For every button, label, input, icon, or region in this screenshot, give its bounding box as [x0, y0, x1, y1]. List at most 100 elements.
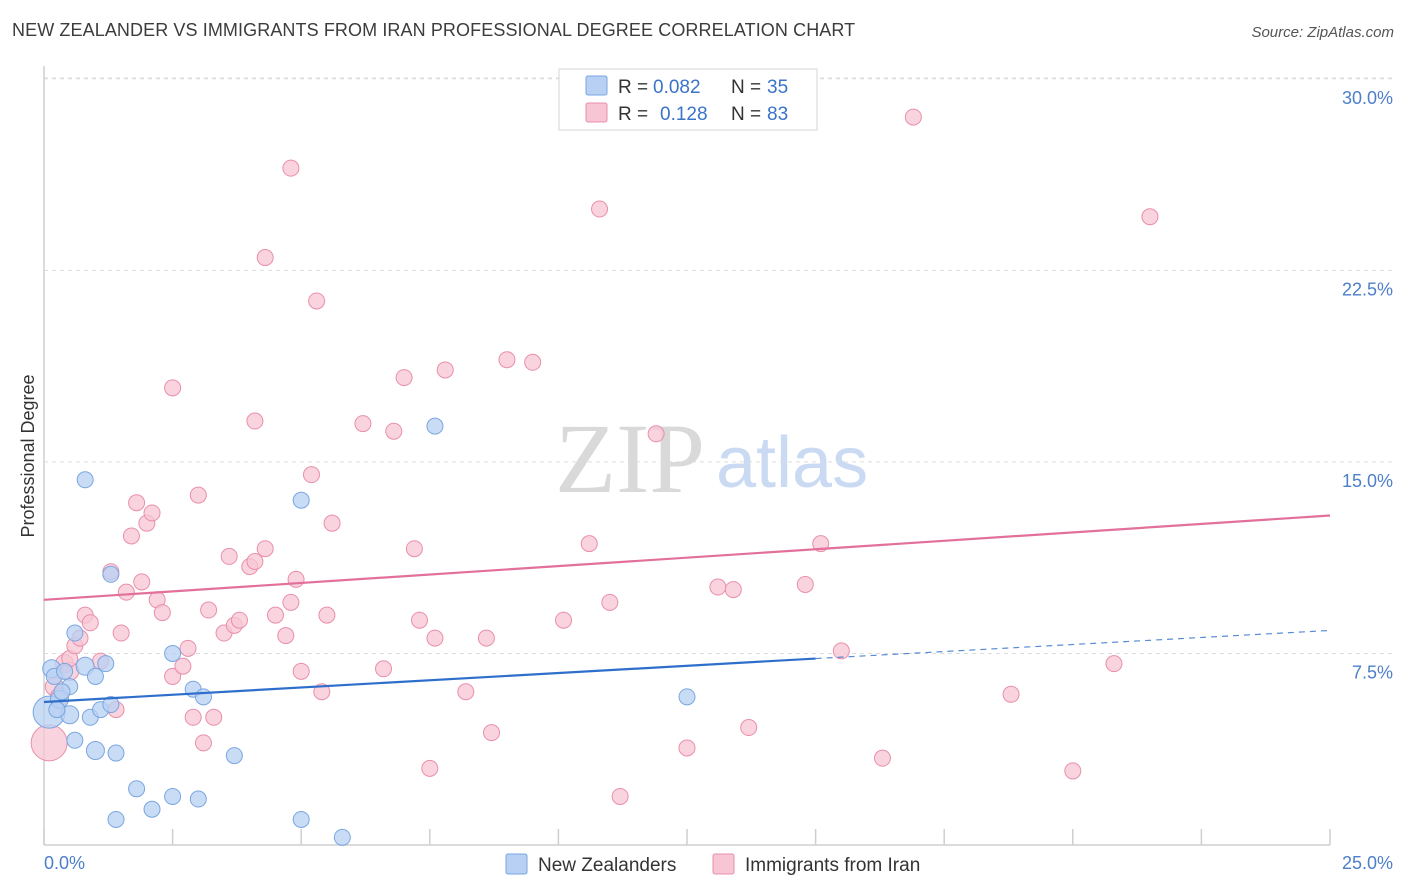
data-point-immigrants-from-iran — [385, 422, 403, 440]
series-new-zealanders-points — [32, 417, 696, 846]
trend-line-new-zealanders-extension — [815, 629, 1331, 660]
data-point-immigrants-from-iran — [1064, 762, 1082, 780]
data-point-new-zealanders — [678, 688, 696, 706]
data-point-immigrants-from-iran — [457, 683, 475, 701]
data-point-new-zealanders — [107, 810, 125, 828]
data-point-immigrants-from-iran — [246, 412, 264, 430]
data-point-immigrants-from-iran — [246, 552, 264, 570]
data-point-immigrants-from-iran — [122, 527, 140, 545]
data-point-immigrants-from-iran — [411, 611, 429, 629]
data-point-new-zealanders — [48, 701, 66, 719]
data-point-immigrants-from-iran — [426, 629, 444, 647]
data-point-immigrants-from-iran — [524, 353, 542, 371]
y-tick-labels: 7.5% 15.0% 22.5% 30.0% — [1342, 88, 1393, 683]
trend-lines — [43, 514, 1331, 704]
data-point-immigrants-from-iran — [904, 108, 922, 126]
data-point-immigrants-from-iran — [143, 504, 161, 522]
legend: R = 0.082 N = 35 R = 0.128 N = 83 — [558, 68, 818, 131]
data-point-new-zealanders — [66, 624, 84, 642]
data-point-immigrants-from-iran — [174, 657, 192, 675]
data-point-immigrants-from-iran — [282, 159, 300, 177]
data-point-immigrants-from-iran — [164, 667, 182, 685]
data-point-immigrants-from-iran — [647, 425, 665, 443]
data-point-immigrants-from-iran — [117, 583, 135, 601]
trend-line-new-zealanders — [43, 657, 816, 704]
data-point-immigrants-from-iran — [256, 249, 274, 267]
bottom-legend-label-new-zealanders: New Zealanders — [538, 855, 676, 876]
data-point-immigrants-from-iran — [128, 494, 146, 512]
data-point-immigrants-from-iran — [796, 575, 814, 593]
legend-swatch-new-zealanders — [585, 75, 608, 96]
legend-r-label-2: R = — [618, 104, 648, 125]
data-point-immigrants-from-iran — [184, 708, 202, 726]
data-point-immigrants-from-iran — [277, 627, 295, 645]
data-point-new-zealanders — [128, 780, 146, 798]
data-point-new-zealanders — [292, 810, 310, 828]
data-point-immigrants-from-iran — [30, 724, 68, 762]
data-point-new-zealanders — [107, 744, 125, 762]
data-point-new-zealanders — [102, 565, 120, 583]
watermark-atlas: atlas — [716, 423, 868, 503]
legend-n-value-1: 35 — [767, 77, 788, 98]
data-point-immigrants-from-iran — [292, 662, 310, 680]
bottom-legend-swatch-new-zealanders — [505, 853, 528, 875]
data-point-immigrants-from-iran — [436, 361, 454, 379]
data-point-immigrants-from-iran — [266, 606, 284, 624]
data-point-immigrants-from-iran — [477, 629, 495, 647]
series-immigrants-from-iran-points — [30, 108, 1159, 805]
data-point-new-zealanders — [86, 667, 104, 685]
data-point-immigrants-from-iran — [591, 200, 609, 218]
data-point-immigrants-from-iran — [611, 787, 629, 805]
data-point-new-zealanders — [189, 790, 207, 808]
bottom-legend-label-immigrants-from-iran: Immigrants from Iran — [745, 855, 920, 876]
bottom-legend: New Zealanders Immigrants from Iran — [505, 853, 920, 876]
data-point-immigrants-from-iran — [580, 535, 598, 553]
legend-r-value-1: 0.082 — [653, 77, 701, 98]
data-point-immigrants-from-iran — [81, 614, 99, 632]
data-point-new-zealanders — [143, 800, 161, 818]
data-point-immigrants-from-iran — [230, 611, 248, 629]
y-axis-title: Professional Degree — [18, 374, 38, 537]
data-point-immigrants-from-iran — [1141, 208, 1159, 226]
data-point-immigrants-from-iran — [308, 292, 326, 310]
data-point-new-zealanders — [426, 417, 444, 435]
data-point-immigrants-from-iran — [724, 581, 742, 599]
x-tick-label-max: 25.0% — [1342, 853, 1393, 873]
data-point-immigrants-from-iran — [179, 639, 197, 657]
data-point-new-zealanders — [333, 828, 351, 846]
y-tick-label: 7.5% — [1352, 662, 1393, 682]
data-point-immigrants-from-iran — [405, 540, 423, 558]
data-point-immigrants-from-iran — [282, 593, 300, 611]
data-point-immigrants-from-iran — [873, 749, 891, 767]
data-point-immigrants-from-iran — [354, 415, 372, 433]
legend-r-value-2: 0.128 — [660, 104, 708, 125]
legend-n-value-2: 83 — [767, 104, 788, 125]
watermark: ZIP atlas — [555, 403, 868, 514]
y-tick-label: 22.5% — [1342, 279, 1393, 299]
y-tick-label: 15.0% — [1342, 471, 1393, 491]
data-point-immigrants-from-iran — [740, 719, 758, 737]
bottom-legend-swatch-immigrants-from-iran — [712, 853, 735, 875]
data-point-new-zealanders — [97, 655, 115, 673]
data-point-new-zealanders — [56, 662, 74, 680]
legend-n-label-2: N = — [731, 104, 761, 125]
data-point-immigrants-from-iran — [318, 606, 336, 624]
data-point-immigrants-from-iran — [133, 573, 151, 591]
data-point-new-zealanders — [225, 747, 243, 765]
chart-title: NEW ZEALANDER VS IMMIGRANTS FROM IRAN PR… — [12, 20, 856, 40]
data-point-immigrants-from-iran — [1105, 655, 1123, 673]
data-point-new-zealanders — [53, 683, 71, 701]
data-point-immigrants-from-iran — [153, 604, 171, 622]
data-point-immigrants-from-iran — [375, 660, 393, 678]
data-point-immigrants-from-iran — [205, 708, 223, 726]
data-point-immigrants-from-iran — [1002, 685, 1020, 703]
data-point-new-zealanders — [292, 491, 310, 509]
data-point-new-zealanders — [194, 688, 212, 706]
legend-n-label-1: N = — [731, 77, 761, 98]
data-point-immigrants-from-iran — [555, 611, 573, 629]
watermark-zip: ZIP — [555, 403, 705, 514]
data-point-immigrants-from-iran — [832, 642, 850, 660]
data-point-new-zealanders — [102, 696, 120, 714]
data-point-immigrants-from-iran — [302, 466, 320, 484]
